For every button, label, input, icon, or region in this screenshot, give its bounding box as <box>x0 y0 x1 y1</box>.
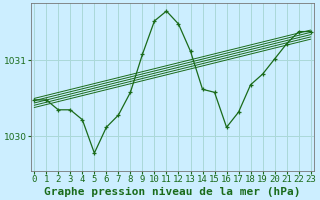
X-axis label: Graphe pression niveau de la mer (hPa): Graphe pression niveau de la mer (hPa) <box>44 186 301 197</box>
